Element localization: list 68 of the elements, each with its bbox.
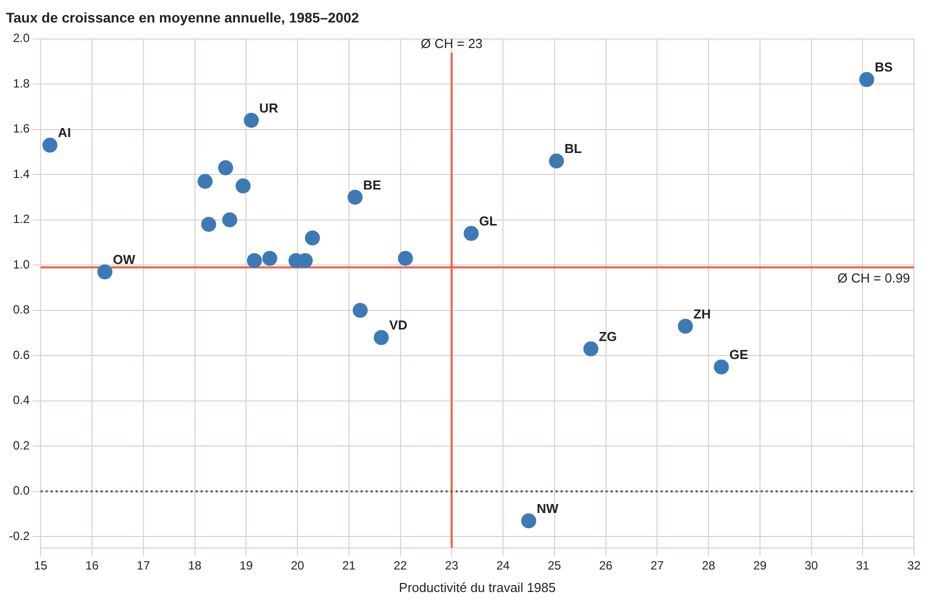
annotation: BL xyxy=(564,141,582,156)
point xyxy=(548,154,564,169)
point xyxy=(201,216,216,232)
point xyxy=(222,212,238,228)
point xyxy=(374,330,389,346)
x-tick-label: 16 xyxy=(85,558,100,573)
annotation: OW xyxy=(112,252,136,267)
x-tick-label: 30 xyxy=(804,558,818,573)
point xyxy=(352,302,368,318)
point xyxy=(678,318,693,334)
point xyxy=(583,341,598,356)
point xyxy=(262,250,278,266)
y-tick-label: 0.2 xyxy=(12,438,30,452)
y-tick-label: 2.0 xyxy=(12,31,30,46)
y-tick-label: 0.0 xyxy=(12,484,30,498)
x-tick-label: 20 xyxy=(290,558,305,573)
ref-line-label: Ø CH = 0.99 xyxy=(837,270,910,286)
point xyxy=(348,190,363,205)
y-tick-label: 1.2 xyxy=(12,212,30,226)
x-tick-label: 26 xyxy=(599,558,613,573)
x-tick-label: 24 xyxy=(496,558,510,573)
x-tick-label: 27 xyxy=(650,558,664,573)
x-tick-label: 29 xyxy=(753,558,767,573)
x-tick-label: 21 xyxy=(342,558,356,573)
point xyxy=(244,112,259,128)
y-tick-label: 1.6 xyxy=(12,122,30,136)
y-tick-label: -0.2 xyxy=(8,528,30,543)
point xyxy=(236,178,251,194)
annotation: NW xyxy=(536,500,560,516)
annotation: VD xyxy=(389,318,408,333)
y-tick-label: 1.8 xyxy=(12,76,30,90)
x-tick-label: 22 xyxy=(394,558,408,573)
annotation: ZH xyxy=(693,306,711,322)
y-tick-label: 0.6 xyxy=(12,348,30,362)
x-tick-label: 32 xyxy=(907,558,921,573)
point xyxy=(218,160,234,176)
point xyxy=(714,359,729,374)
x-axis-title: Productivité du travail 1985 xyxy=(398,580,556,595)
x-tick-label: 19 xyxy=(239,558,254,573)
x-tick-label: 31 xyxy=(856,558,870,573)
annotation: UR xyxy=(259,100,279,116)
x-tick-label: 18 xyxy=(188,558,202,573)
x-tick-label: 25 xyxy=(548,558,562,573)
x-tick-label: 15 xyxy=(34,558,48,573)
point xyxy=(521,513,536,528)
x-tick-label: 28 xyxy=(702,558,716,573)
x-tick-label: 17 xyxy=(136,558,150,573)
point xyxy=(198,174,213,189)
y-tick-label: 0.8 xyxy=(12,302,30,317)
point xyxy=(859,72,874,88)
annotation: BS xyxy=(874,60,894,75)
point xyxy=(464,226,479,241)
point xyxy=(304,230,320,246)
point xyxy=(42,138,58,153)
y-tick-label: 1.4 xyxy=(12,166,30,181)
annotation: GL xyxy=(479,214,498,229)
y-tick-label: 0.4 xyxy=(12,393,30,408)
x-tick-label: 23 xyxy=(444,558,459,573)
point xyxy=(246,253,262,268)
annotation: GE xyxy=(729,347,748,362)
annotation: BE xyxy=(363,177,382,192)
point xyxy=(398,250,413,266)
annotation: ZG xyxy=(598,328,617,344)
ref-line-label: Ø CH = 23 xyxy=(420,36,483,51)
point xyxy=(97,264,112,280)
annotation: AI xyxy=(58,125,71,140)
y-tick-label: 1.0 xyxy=(12,257,30,272)
chart-title: Taux de croissance en moyenne annuelle, 1985–2002 xyxy=(6,9,360,26)
